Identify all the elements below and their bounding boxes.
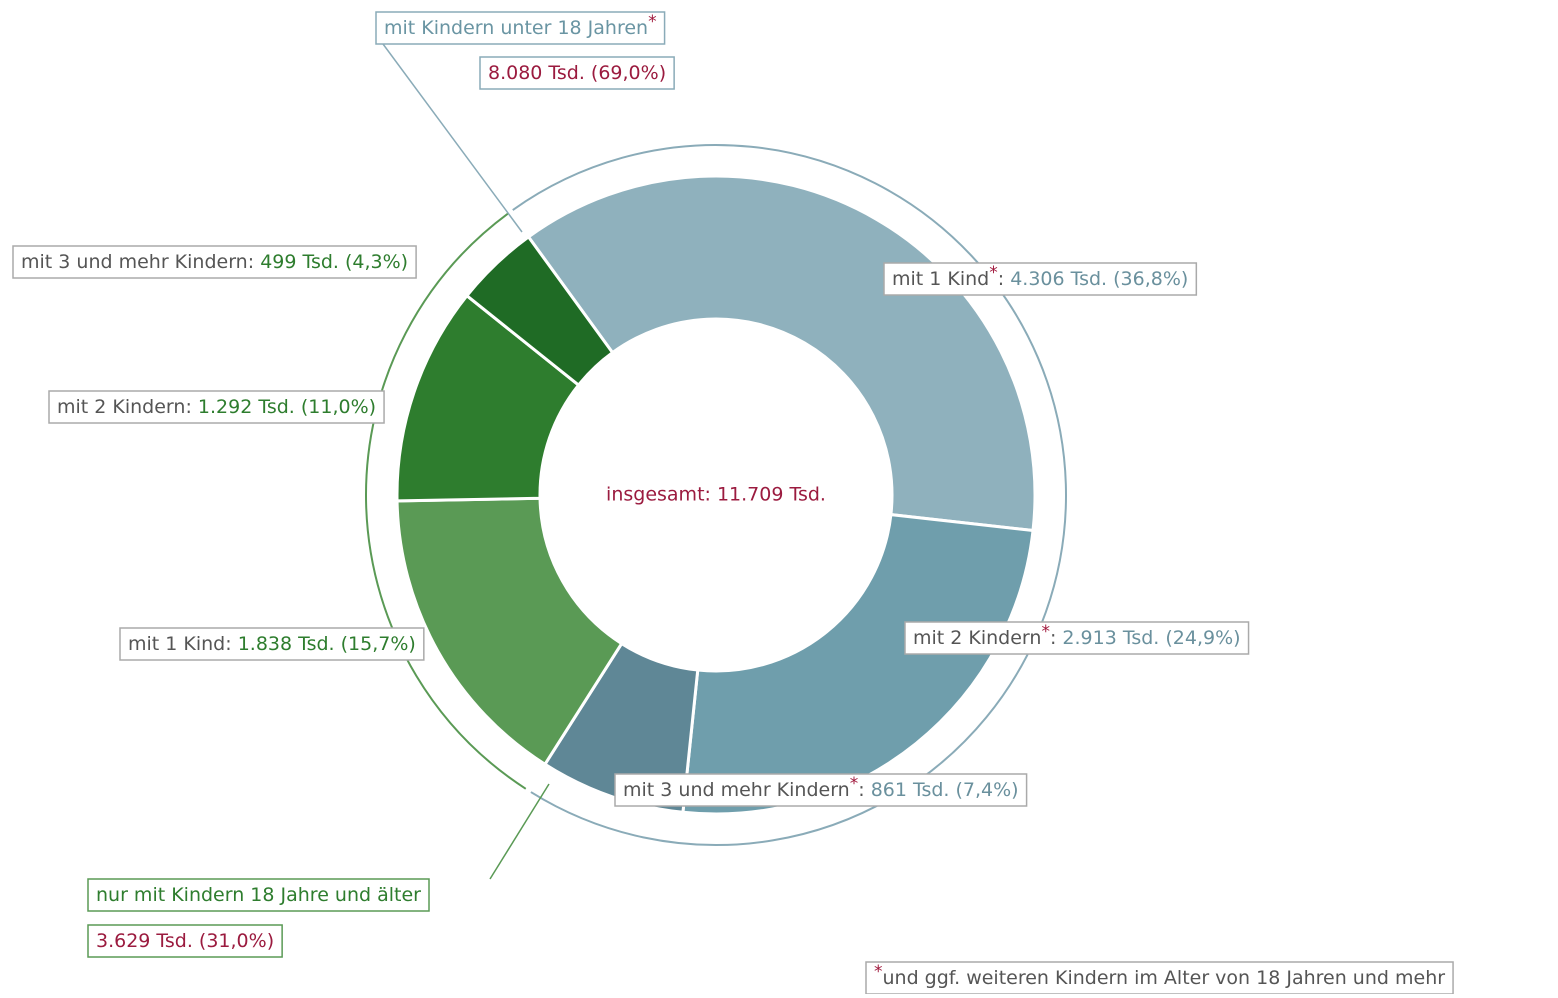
separator: :	[998, 268, 1010, 290]
label-border	[119, 627, 425, 661]
category-label: mit 2 Kindern	[913, 627, 1041, 649]
leader-line	[382, 43, 523, 233]
group-value: 3.629 Tsd. (31,0%)	[96, 930, 274, 952]
footnote-marker: *	[989, 263, 998, 283]
label-text: mit 3 und mehr Kindern*: 861 Tsd. (7,4%)	[623, 774, 1019, 801]
donut-segment	[395, 496, 624, 767]
category-label: mit 1 Kind	[128, 633, 225, 655]
label-box: 3.629 Tsd. (31,0%)	[87, 924, 283, 958]
label-border	[904, 621, 1250, 655]
label-border	[87, 878, 430, 912]
category-label: mit 2 Kindern	[57, 396, 185, 418]
label-box: 8.080 Tsd. (69,0%)	[479, 56, 675, 90]
label-box: mit Kindern unter 18 Jahren*	[375, 11, 666, 45]
label-text: mit 3 und mehr Kindern: 499 Tsd. (4,3%)	[21, 251, 408, 273]
label-text: nur mit Kindern 18 Jahre und älter	[96, 884, 421, 906]
value-label: 1.292 Tsd. (11,0%)	[198, 396, 376, 418]
footnote-marker: *	[1041, 622, 1050, 642]
value-label: 499 Tsd. (4,3%)	[260, 251, 408, 273]
label-text: mit 1 Kind: 1.838 Tsd. (15,7%)	[128, 633, 416, 655]
label-box: mit 3 und mehr Kindern*: 861 Tsd. (7,4%)	[614, 773, 1028, 807]
label-border	[865, 961, 1454, 995]
value-label: 2.913 Tsd. (24,9%)	[1062, 627, 1240, 649]
category-label: mit 3 und mehr Kindern	[623, 779, 850, 801]
label-border	[12, 245, 417, 279]
center-label: insgesamt: 11.709 Tsd.	[606, 484, 826, 506]
footnote-marker: *	[648, 12, 657, 32]
label-text: *und ggf. weiteren Kindern im Alter von …	[874, 962, 1445, 989]
label-text: mit Kindern unter 18 Jahren*	[384, 12, 657, 39]
label-text: mit 2 Kindern: 1.292 Tsd. (11,0%)	[57, 396, 376, 418]
label-text: 8.080 Tsd. (69,0%)	[488, 62, 666, 84]
donut-segment	[464, 234, 615, 388]
category-label: mit 3 und mehr Kindern	[21, 251, 248, 273]
label-border	[614, 773, 1028, 807]
group-name: mit Kindern unter 18 Jahren	[384, 17, 648, 39]
separator: :	[1050, 627, 1062, 649]
label-border	[48, 390, 385, 424]
value-label: 4.306 Tsd. (36,8%)	[1010, 268, 1188, 290]
group-arc	[512, 144, 1067, 846]
label-box: mit 1 Kind: 1.838 Tsd. (15,7%)	[119, 627, 425, 661]
label-box: *und ggf. weiteren Kindern im Alter von …	[865, 961, 1454, 995]
value-label: 861 Tsd. (7,4%)	[871, 779, 1019, 801]
footnote-marker: *	[874, 962, 883, 982]
label-border	[883, 262, 1198, 296]
label-text: 3.629 Tsd. (31,0%)	[96, 930, 274, 952]
donut-segment	[681, 512, 1035, 816]
label-border	[375, 11, 666, 45]
leader-line	[489, 783, 550, 880]
label-box: nur mit Kindern 18 Jahre und älter	[87, 878, 430, 912]
separator: :	[225, 633, 237, 655]
separator: :	[858, 779, 870, 801]
label-text: mit 1 Kind*: 4.306 Tsd. (36,8%)	[892, 263, 1188, 290]
label-box: mit 2 Kindern*: 2.913 Tsd. (24,9%)	[904, 621, 1250, 655]
group-name: nur mit Kindern 18 Jahre und älter	[96, 884, 421, 906]
value-label: 1.838 Tsd. (15,7%)	[238, 633, 416, 655]
label-box: mit 1 Kind*: 4.306 Tsd. (36,8%)	[883, 262, 1198, 296]
label-box: mit 2 Kindern: 1.292 Tsd. (11,0%)	[48, 390, 385, 424]
footnote-text: und ggf. weiteren Kindern im Alter von 1…	[883, 967, 1446, 989]
group-arc	[365, 212, 527, 790]
label-border	[87, 924, 283, 958]
footnote-marker: *	[850, 774, 859, 794]
label-box: mit 3 und mehr Kindern: 499 Tsd. (4,3%)	[12, 245, 417, 279]
category-label: mit 1 Kind	[892, 268, 989, 290]
label-border	[479, 56, 675, 90]
separator: :	[248, 251, 260, 273]
label-text: mit 2 Kindern*: 2.913 Tsd. (24,9%)	[913, 622, 1241, 649]
group-value: 8.080 Tsd. (69,0%)	[488, 62, 666, 84]
separator: :	[185, 396, 197, 418]
